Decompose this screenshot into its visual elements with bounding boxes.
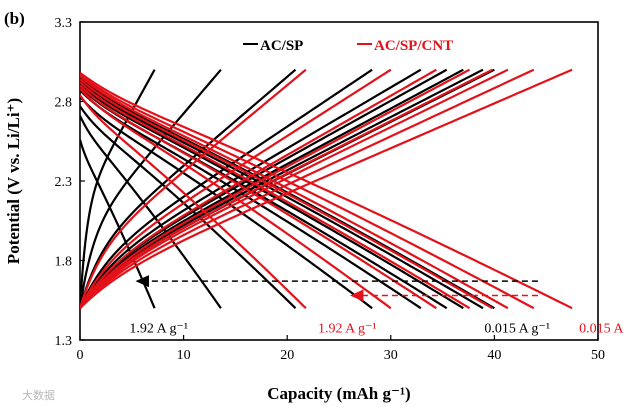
charge-curve <box>80 68 484 309</box>
discharge-curve <box>80 75 509 310</box>
discharge-curve <box>80 84 437 310</box>
y-tick-label: 2.3 <box>55 175 73 190</box>
arrows <box>135 275 538 302</box>
discharge-curve <box>80 79 484 310</box>
y-tick-label: 3.3 <box>55 16 73 31</box>
charge-curve <box>80 68 471 309</box>
charge-curve <box>80 69 156 309</box>
current-density-label: 1.92 A g⁻¹ <box>318 321 377 336</box>
charge-curve <box>80 68 437 309</box>
legend-label-ac-sp-cnt: AC/SP/CNT <box>374 38 453 54</box>
charge-curve <box>80 68 307 309</box>
axis-ticks: 0 10 20 30 40 50 1.3 1.8 2.3 2.8 3.3 <box>55 16 606 363</box>
x-tick-label: 10 <box>177 348 191 363</box>
x-tick-label: 20 <box>280 348 294 363</box>
charge-curve <box>80 68 392 309</box>
discharge-curve <box>80 89 422 310</box>
annotations: 1.92 A g⁻¹ 1.92 A g⁻¹ 0.015 A g⁻¹ 0.015 A g… <box>129 321 624 336</box>
x-tick-label: 40 <box>487 348 501 363</box>
discharge-curve <box>80 81 471 310</box>
curves <box>80 68 573 310</box>
y-tick-label: 1.3 <box>55 334 73 349</box>
discharge-curve <box>80 83 464 310</box>
discharge-curve <box>80 94 307 309</box>
charge-curve <box>80 68 493 309</box>
current-density-label: 0.015 A g⁻¹ <box>484 321 550 336</box>
y-axis-title: Potential (V vs. Li/Li⁺) <box>4 98 23 264</box>
discharge-curve <box>80 139 156 309</box>
x-tick-label: 30 <box>384 348 398 363</box>
x-axis-title: Capacity (mAh g⁻¹) <box>267 384 410 403</box>
x-tick-label: 0 <box>77 348 84 363</box>
discharge-curve <box>80 73 535 310</box>
x-tick-label: 50 <box>591 348 605 363</box>
legend: AC/SP AC/SP/CNT <box>243 38 453 54</box>
charge-curve <box>80 68 573 309</box>
discharge-curve <box>80 88 392 310</box>
current-density-label: 1.92 A g⁻¹ <box>129 321 188 336</box>
y-tick-label: 1.8 <box>55 255 73 270</box>
panel-label: (b) <box>4 9 25 28</box>
charge-curve <box>80 68 535 309</box>
discharge-curve <box>80 115 222 309</box>
legend-label-ac-sp: AC/SP <box>260 38 303 54</box>
charge-curve <box>80 68 222 309</box>
y-tick-label: 2.8 <box>55 96 73 111</box>
watermark: 大数据 <box>22 388 55 402</box>
discharge-curve <box>80 71 573 310</box>
current-density-label: 0.015 A g⁻¹ <box>579 321 624 336</box>
